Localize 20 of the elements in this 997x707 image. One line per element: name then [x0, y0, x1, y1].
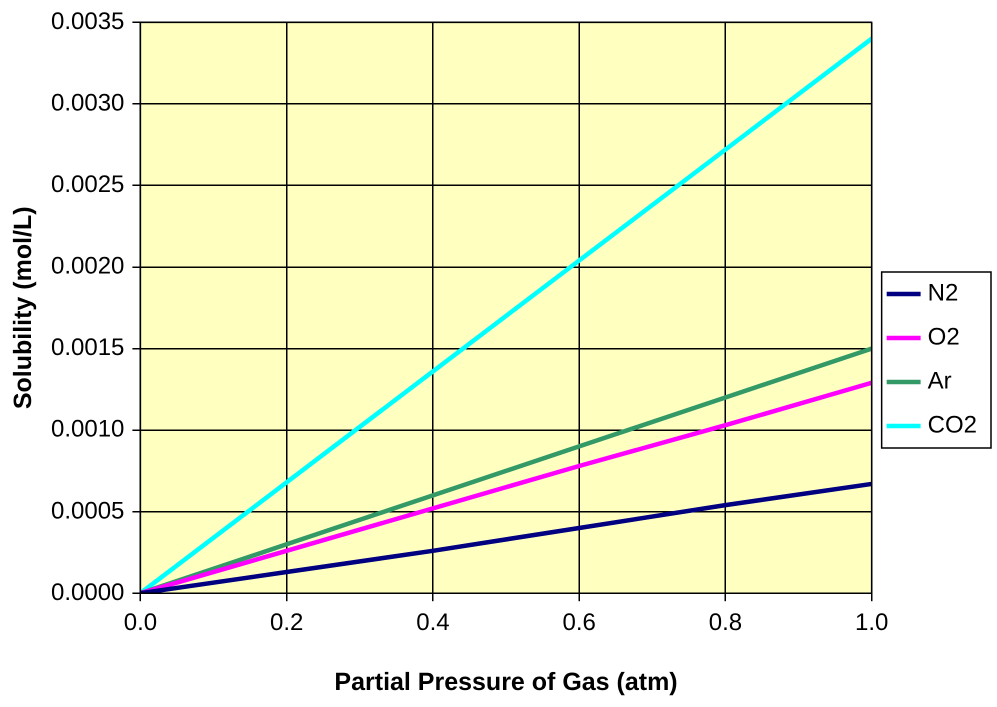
x-axis-title: Partial Pressure of Gas (atm): [334, 668, 678, 696]
x-tick-label: 0.0: [124, 609, 158, 636]
legend-label: O2: [928, 324, 960, 351]
legend-label: Ar: [928, 368, 952, 395]
x-tick-label: 0.4: [416, 609, 450, 636]
x-tick-label: 0.6: [562, 609, 596, 636]
y-tick-label: 0.0020: [51, 252, 124, 280]
y-tick-label: 0.0010: [51, 416, 124, 443]
y-tick-label: 0.0035: [51, 8, 124, 36]
x-tick-label: 1.0: [854, 609, 888, 636]
y-tick-label: 0.0030: [51, 90, 124, 117]
y-axis-title: Solubility (mol/L): [8, 206, 37, 410]
y-tick-label: 0.0015: [51, 334, 124, 362]
y-tick-label: 0.0000: [51, 578, 124, 606]
legend-label: N2: [928, 280, 958, 307]
x-tick-label: 0.8: [708, 609, 742, 636]
legend-label: CO2: [928, 412, 978, 439]
y-tick-label: 0.0025: [51, 171, 124, 198]
x-tick-label: 0.2: [270, 609, 304, 636]
y-tick-label: 0.0005: [51, 497, 124, 524]
